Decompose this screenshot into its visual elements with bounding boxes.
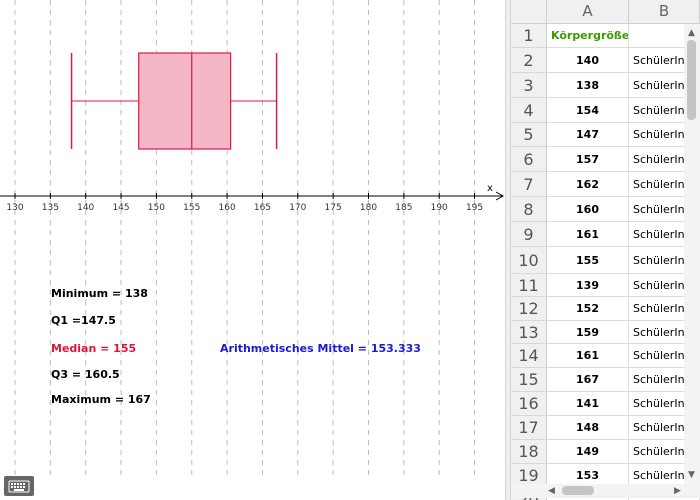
tick-label: 160 <box>219 203 236 213</box>
sheet-corner[interactable] <box>511 0 547 24</box>
median-label[interactable]: Median = 155 <box>51 342 137 355</box>
row-header[interactable]: 8 <box>511 197 547 222</box>
tick-label: 175 <box>325 203 342 213</box>
cell-a6[interactable]: 157 <box>547 147 629 172</box>
cell-a5[interactable]: 147 <box>547 123 629 147</box>
cell-a12[interactable]: 152 <box>547 297 629 321</box>
tick-label: 155 <box>183 203 200 213</box>
cell-a9[interactable]: 161 <box>547 222 629 247</box>
q3-label[interactable]: Q3 = 160.5 <box>51 368 120 381</box>
spreadsheet-view[interactable]: A B 1 Körpergröße 2 140 SchülerIn 3 138 Schüler… <box>511 0 700 500</box>
row-header[interactable]: 17 <box>511 416 547 440</box>
tick-label: 170 <box>289 203 306 213</box>
cell-a14[interactable]: 161 <box>547 344 629 368</box>
cell-a13[interactable]: 159 <box>547 321 629 344</box>
tick-label: 135 <box>42 203 59 213</box>
cell-a11[interactable]: 139 <box>547 274 629 297</box>
cell-a10[interactable]: 155 <box>547 247 629 274</box>
row-header[interactable]: 15 <box>511 368 547 392</box>
q1-label[interactable]: Q1 =147.5 <box>51 314 116 327</box>
row-header[interactable]: 6 <box>511 147 547 172</box>
mean-label[interactable]: Arithmetisches Mittel = 153.333 <box>220 342 421 355</box>
cell-a3[interactable]: 138 <box>547 73 629 98</box>
tick-label: 190 <box>431 203 448 213</box>
view-divider[interactable] <box>505 0 511 500</box>
column-header-a[interactable]: A <box>547 0 629 24</box>
tick-label: 180 <box>360 203 377 213</box>
cell-a1[interactable]: Körpergröße <box>547 24 629 48</box>
scroll-down-icon[interactable]: ▼ <box>688 470 695 480</box>
boxplot-box[interactable] <box>138 52 232 150</box>
row-header[interactable]: 9 <box>511 222 547 247</box>
row-header[interactable]: 1 <box>511 24 547 48</box>
tick-label: 140 <box>77 203 94 213</box>
tick-label: 130 <box>6 203 23 213</box>
cell-a18[interactable]: 149 <box>547 440 629 464</box>
row-header[interactable]: 11 <box>511 274 547 297</box>
cell-a7[interactable]: 162 <box>547 172 629 197</box>
row-header[interactable]: 3 <box>511 73 547 98</box>
scroll-right-icon[interactable]: ▶ <box>674 486 681 496</box>
row-header[interactable]: 14 <box>511 344 547 368</box>
row-header[interactable]: 18 <box>511 440 547 464</box>
row-header[interactable]: 10 <box>511 247 547 274</box>
cell-a17[interactable]: 148 <box>547 416 629 440</box>
scroll-up-icon[interactable]: ▲ <box>688 28 695 38</box>
x-axis-arrow-icon <box>495 191 505 201</box>
graphics-canvas[interactable]: x 130 135 140 145 150 155 160 165 170 175 180 185 190… <box>0 0 505 500</box>
graphics-view[interactable]: x 130 135 140 145 150 155 160 165 170 175 180 185 190… <box>0 0 505 500</box>
tick-label: 165 <box>254 203 271 213</box>
row-header[interactable]: 5 <box>511 123 547 147</box>
keyboard-icon <box>8 480 30 493</box>
cell-a15[interactable]: 167 <box>547 368 629 392</box>
cell-a2[interactable]: 140 <box>547 48 629 73</box>
tick-label: 150 <box>148 203 165 213</box>
tick-label: 185 <box>395 203 412 213</box>
horizontal-scroll-thumb[interactable] <box>562 486 594 495</box>
cell-a4[interactable]: 154 <box>547 98 629 123</box>
row-header[interactable]: 2 <box>511 48 547 73</box>
cell-a8[interactable]: 160 <box>547 197 629 222</box>
horizontal-scrollbar[interactable] <box>511 484 700 498</box>
keyboard-button[interactable] <box>4 476 34 496</box>
row-header[interactable]: 4 <box>511 98 547 123</box>
maximum-label[interactable]: Maximum = 167 <box>51 393 151 406</box>
scroll-left-icon[interactable]: ◀ <box>548 486 555 496</box>
tick-label: 195 <box>466 203 483 213</box>
cell-a16[interactable]: 141 <box>547 392 629 416</box>
tick-label: 145 <box>112 203 129 213</box>
minimum-label[interactable]: Minimum = 138 <box>51 287 148 300</box>
row-header[interactable]: 7 <box>511 172 547 197</box>
vertical-scroll-thumb[interactable] <box>687 40 696 120</box>
row-header[interactable]: 12 <box>511 297 547 321</box>
row-header[interactable]: 13 <box>511 321 547 344</box>
row-header[interactable]: 16 <box>511 392 547 416</box>
vertical-scrollbar[interactable] <box>684 24 700 484</box>
column-header-b[interactable]: B <box>629 0 700 24</box>
x-axis-label: x <box>487 183 493 194</box>
